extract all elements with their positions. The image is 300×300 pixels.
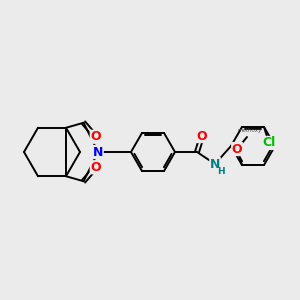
Text: N: N — [210, 158, 220, 170]
Text: N: N — [93, 146, 103, 158]
Text: Cl: Cl — [262, 136, 276, 149]
Text: O: O — [197, 130, 207, 142]
Text: methoxy: methoxy — [238, 128, 262, 133]
Text: O: O — [232, 142, 242, 156]
Text: O: O — [90, 161, 101, 174]
Text: H: H — [217, 167, 225, 176]
Text: O: O — [90, 130, 101, 143]
